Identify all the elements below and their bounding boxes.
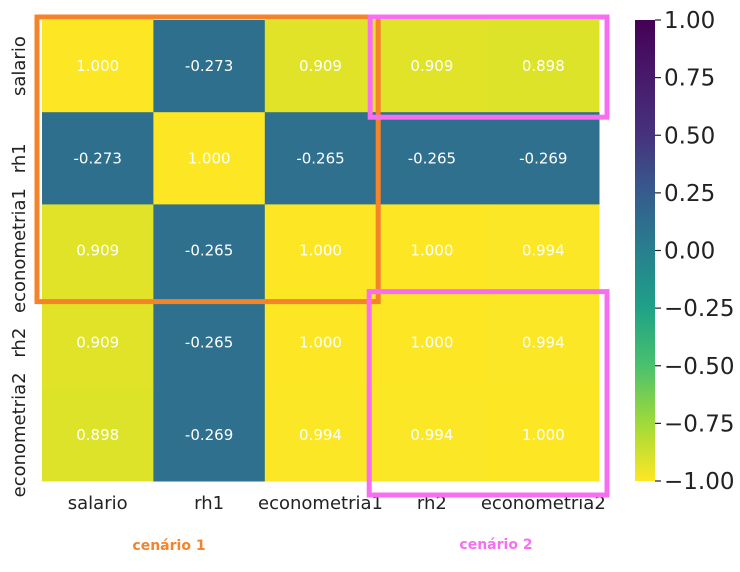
heatmap-cell-salario-econometria2 <box>487 20 600 113</box>
heatmap-cell-econometria2-econometria1 <box>264 388 377 482</box>
heatmap-cell-rh2-rh1 <box>153 296 266 390</box>
cell-value-label: 1.000 <box>188 149 231 167</box>
heatmap-cell-rh1-econometria1 <box>264 112 377 205</box>
heatmap-cell-rh1-rh1 <box>153 112 266 205</box>
cell-value-label: -0.265 <box>185 242 233 260</box>
scenario-1-label: cenário 1 <box>132 538 205 554</box>
cell-value-label: 1.000 <box>522 426 565 444</box>
heatmap-cell-rh2-econometria1 <box>264 296 377 390</box>
heatmap-cell-rh2-salario <box>42 296 154 390</box>
colorbar-tick-label: 0.00 <box>664 239 715 265</box>
colorbar-tick-label: −1.00 <box>664 469 734 495</box>
heatmap-cell-salario-econometria1 <box>264 20 377 113</box>
cell-value-label: 0.898 <box>76 426 119 444</box>
cell-value-label: 1.000 <box>76 57 119 75</box>
x-tick-label-rh1: rh1 <box>194 493 224 514</box>
heatmap-cell-econometria1-rh1 <box>153 204 266 298</box>
heatmap-cell-econometria1-econometria1 <box>264 204 377 298</box>
x-tick-label-econometria1: econometria1 <box>258 493 383 514</box>
x-tick-label-rh2: rh2 <box>417 493 447 514</box>
heatmap-cell-salario-rh1 <box>153 20 266 113</box>
x-axis-tick-labels: salario rh1 econometria1 rh2 econometria2 <box>68 493 606 514</box>
cell-value-label: -0.273 <box>185 57 233 75</box>
heatmap-cell-rh2-econometria2 <box>487 296 600 390</box>
heatmap-cells <box>42 20 600 482</box>
colorbar-tick-label: −0.25 <box>664 296 734 322</box>
cell-value-label: -0.273 <box>74 149 122 167</box>
scenario-highlight-boxes <box>34 14 610 498</box>
colorbar-tick-label: −0.75 <box>664 411 734 437</box>
y-tick-label-econometria2: econometria2 <box>9 372 30 497</box>
heatmap-cell-econometria2-econometria2 <box>487 388 600 482</box>
cell-value-label: 1.000 <box>299 334 342 352</box>
heatmap-cell-salario-rh2 <box>376 20 489 113</box>
scenario-box-2 <box>367 14 610 120</box>
cell-value-label: 1.000 <box>299 242 342 260</box>
heatmap-cell-econometria1-salario <box>42 204 154 298</box>
colorbar: 1.00 0.75 0.50 0.25 0.00 −0.25 −0.50 −0.75 −1.00 <box>635 8 734 495</box>
x-tick-label-salario: salario <box>68 493 128 514</box>
colorbar-tick-label: 0.50 <box>664 123 715 149</box>
heatmap-cell-econometria1-rh2 <box>376 204 489 298</box>
cell-value-label: -0.265 <box>185 334 233 352</box>
heatmap-cell-econometria2-rh2 <box>376 388 489 482</box>
cell-value-label: 0.909 <box>410 57 453 75</box>
heatmap-cell-rh1-econometria2 <box>487 112 600 205</box>
colorbar-tick-label: 0.75 <box>664 66 715 92</box>
heatmap-cell-rh1-salario <box>42 112 154 205</box>
y-axis-tick-labels: salario rh1 econometria1 rh2 econometria2 <box>9 36 30 497</box>
colorbar-tick-label: 0.25 <box>664 181 715 207</box>
cell-value-label: -0.269 <box>519 149 567 167</box>
scenario-box-1 <box>34 14 381 305</box>
y-tick-label-salario: salario <box>9 36 30 96</box>
heatmap-cell-econometria2-rh1 <box>153 388 266 482</box>
cell-value-label: -0.265 <box>408 149 456 167</box>
cell-value-label: 0.909 <box>299 57 342 75</box>
scenario-labels: cenário 1 cenário 2 <box>132 537 532 554</box>
y-tick-label-rh2: rh2 <box>9 328 30 358</box>
heatmap-cell-rh1-rh2 <box>376 112 489 205</box>
colorbar-tick-label: −0.50 <box>664 354 734 380</box>
scenario-box-3 <box>366 289 610 498</box>
heatmap-value-labels: 1.000 -0.273 0.909 0.909 0.898 -0.273 1.000 -0.… <box>74 57 568 444</box>
cell-value-label: 0.994 <box>522 242 565 260</box>
cell-value-label: -0.265 <box>296 149 344 167</box>
y-tick-label-econometria1: econometria1 <box>9 188 30 313</box>
cell-value-label: 0.909 <box>76 334 119 352</box>
colorbar-gradient <box>635 20 655 481</box>
cell-value-label: 0.994 <box>299 426 342 444</box>
cell-value-label: 0.994 <box>410 426 453 444</box>
x-tick-label-econometria2: econometria2 <box>481 493 606 514</box>
cell-value-label: 0.909 <box>76 242 119 260</box>
cell-value-label: 1.000 <box>410 334 453 352</box>
heatmap-cell-econometria1-econometria2 <box>487 204 600 298</box>
scenario-2-label: cenário 2 <box>459 537 532 553</box>
y-tick-label-rh1: rh1 <box>9 143 30 173</box>
heatmap-cell-econometria2-salario <box>42 388 154 482</box>
colorbar-tick-label: 1.00 <box>664 8 715 34</box>
cell-value-label: 0.898 <box>522 57 565 75</box>
cell-value-label: 0.994 <box>522 334 565 352</box>
heatmap-cell-rh2-rh2 <box>376 296 489 390</box>
heatmap-cell-salario-salario <box>42 20 154 113</box>
cell-value-label: -0.269 <box>185 426 233 444</box>
cell-value-label: 1.000 <box>410 242 453 260</box>
